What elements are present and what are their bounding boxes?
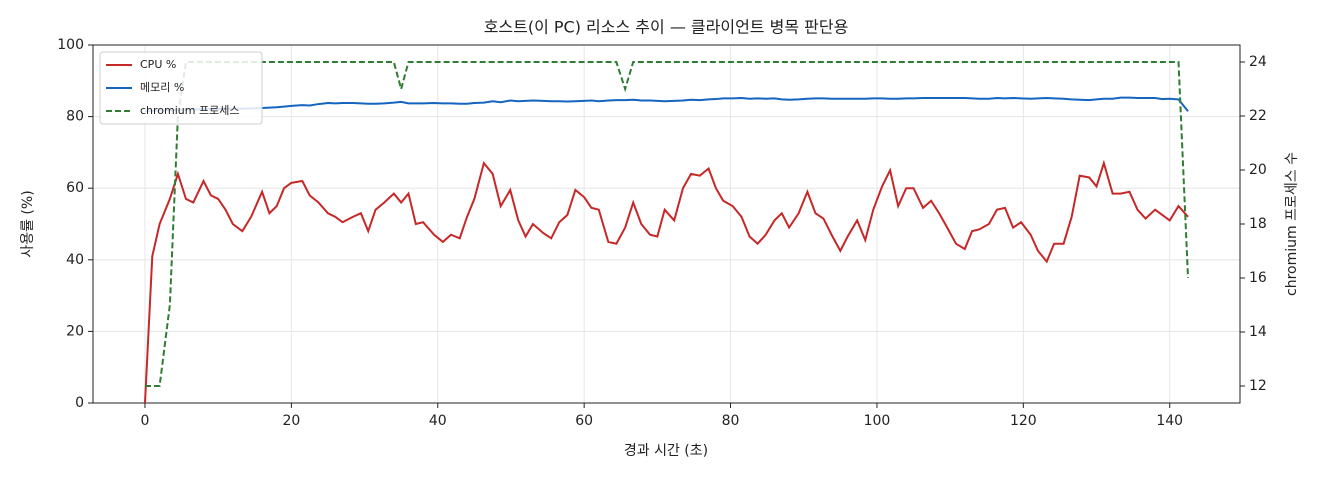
y-axis-label: 사용률 (%) — [20, 190, 36, 257]
series-line — [144, 61, 1190, 387]
y2-tick-label: 20 — [1249, 162, 1267, 178]
y-tick-label: 80 — [66, 109, 84, 125]
y2-axis-label: chromium 프로세스 수 — [1284, 152, 1300, 296]
x-tick-label: 20 — [282, 413, 300, 429]
plot-frame — [92, 44, 1241, 404]
x-tick-label: 100 — [864, 413, 891, 429]
legend-label: 메모리 % — [140, 81, 184, 94]
y-tick-label: 0 — [75, 395, 84, 411]
y-tick-label: 100 — [57, 37, 84, 53]
chart-title: 호스트(이 PC) 리소스 추이 — 클라이언트 병목 판단용 — [484, 18, 849, 37]
x-tick-label: 120 — [1010, 413, 1037, 429]
x-tick-label: 60 — [575, 413, 593, 429]
x-axis-label: 경과 시간 (초) — [624, 443, 708, 459]
x-tick-label: 80 — [722, 413, 740, 429]
legend-label: CPU % — [140, 58, 176, 71]
legend-box — [99, 51, 263, 125]
y2-tick-label: 22 — [1249, 108, 1267, 124]
y2-tick-label: 14 — [1249, 324, 1267, 340]
y2-tick-label: 12 — [1249, 378, 1267, 394]
x-tick-label: 140 — [1156, 413, 1183, 429]
y2-tick-label: 24 — [1249, 54, 1267, 70]
y2-tick-label: 18 — [1249, 216, 1267, 232]
y2-tick-label: 16 — [1249, 270, 1267, 286]
y-tick-label: 60 — [66, 180, 84, 196]
y-tick-label: 40 — [66, 252, 84, 268]
x-tick-label: 0 — [141, 413, 150, 429]
y-tick-label: 20 — [66, 323, 84, 339]
series-line — [143, 159, 1189, 404]
series-line — [144, 96, 1189, 113]
x-tick-label: 40 — [429, 413, 447, 429]
legend-label: chromium 프로세스 — [140, 104, 239, 117]
